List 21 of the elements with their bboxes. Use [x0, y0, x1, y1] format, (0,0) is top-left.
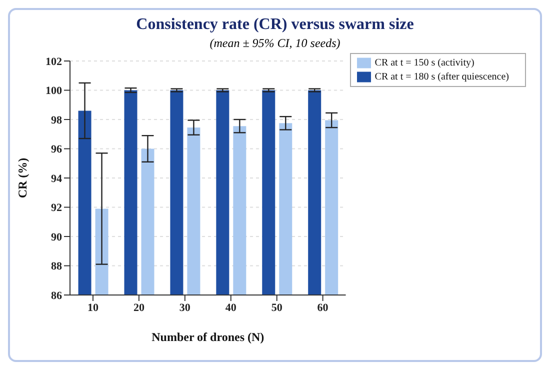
- y-tick-label: 100: [46, 85, 62, 98]
- x-axis-title: Number of drones (N): [152, 330, 264, 344]
- x-tick-label: 30: [179, 302, 191, 314]
- x-tick-label: 60: [317, 302, 329, 314]
- y-tick-label: 94: [51, 172, 62, 185]
- y-tick-label: 88: [51, 260, 62, 273]
- y-tick-label: 98: [51, 114, 62, 126]
- y-axis-title: CR (%): [15, 158, 30, 198]
- legend-label: CR at t = 180 s (after quiescence): [374, 71, 509, 82]
- y-tick-label: 102: [46, 56, 62, 68]
- legend-label: CR at t = 150 s (activity): [374, 57, 474, 68]
- x-tick-label: 40: [225, 302, 237, 314]
- y-tick-label: 92: [51, 202, 62, 214]
- chart-subtitle: (mean ± 95% CI, 10 seeds): [208, 36, 342, 51]
- x-tick-label: 20: [133, 302, 145, 314]
- y-tick-label: 96: [51, 144, 62, 156]
- chart-title: Consistency rate (CR) versus swarm size: [135, 16, 415, 34]
- x-tick-label: 50: [271, 302, 283, 314]
- y-tick-label: 90: [51, 231, 62, 244]
- y-tick-label: 86: [51, 290, 62, 302]
- x-tick-label: 10: [87, 302, 99, 314]
